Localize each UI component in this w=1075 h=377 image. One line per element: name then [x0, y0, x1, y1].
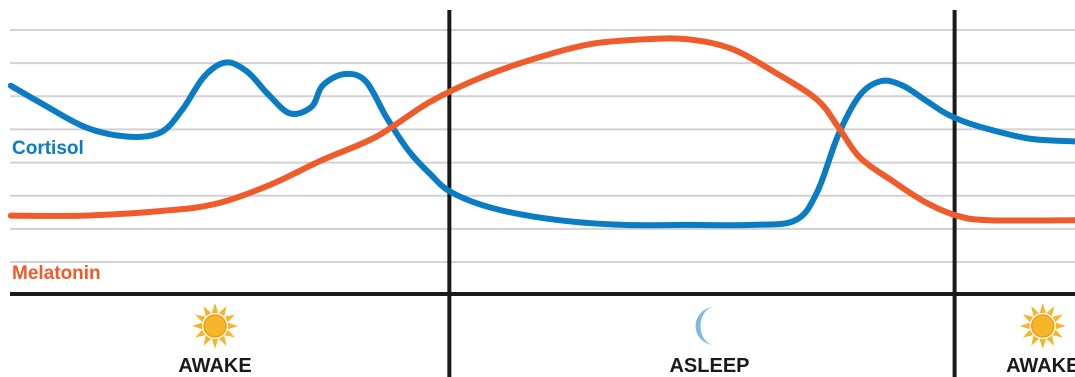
- legend-label-melatonin: Melatonin: [12, 263, 101, 284]
- series-line-cortisol: [7, 59, 1075, 229]
- moon-icon: [695, 307, 715, 345]
- phase-label: ASLEEP: [669, 355, 749, 377]
- phase-dividers: [447, 10, 957, 377]
- phase-label: AWAKE: [1006, 355, 1075, 377]
- phase-labels: AWAKE ASLEEP AWAKE: [178, 303, 1075, 377]
- legend-label-cortisol: Cortisol: [12, 138, 84, 159]
- series-line-melatonin: [7, 35, 1075, 224]
- phase-label: AWAKE: [178, 355, 251, 377]
- sun-icon: [1019, 303, 1066, 349]
- series-lines: [7, 35, 1075, 229]
- sun-icon: [192, 303, 238, 349]
- grid-lines: [10, 29, 1075, 263]
